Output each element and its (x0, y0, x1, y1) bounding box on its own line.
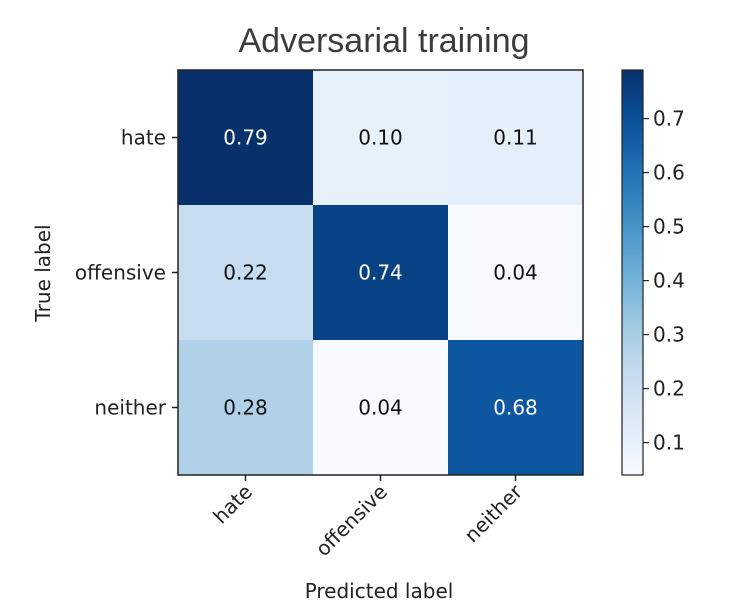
heatmap-cell-hate-hate (178, 70, 313, 205)
heatmap-cell-offensive-offensive (313, 205, 448, 340)
y-tick-labels: hate offensive neither (75, 126, 178, 420)
heatmap-cell-offensive-neither (448, 205, 583, 340)
chart-title: Adversarial training (238, 22, 529, 60)
x-axis-label: Predicted label (305, 579, 454, 603)
x-tick-label: hate (208, 480, 257, 529)
cell-value-label: 0.22 (223, 261, 268, 285)
cell-value-label: 0.74 (358, 261, 403, 285)
cell-value-label: 0.79 (223, 126, 268, 150)
heatmap-cells: 0.79 0.10 0.11 0.22 0.74 0.04 0.28 0.04 0.68 (177, 69, 584, 476)
x-tick-label: neither (459, 479, 527, 547)
colorbar-tick-label: 0.7 (653, 107, 685, 131)
heatmap-cell-hate-neither (448, 70, 583, 205)
colorbar-tick-label: 0.4 (653, 269, 685, 293)
colorbar-gradient (621, 69, 644, 476)
y-axis-label: True label (31, 224, 55, 322)
x-tick-label: offensive (311, 480, 392, 561)
colorbar-tick-label: 0.3 (653, 323, 685, 347)
colorbar: 0.1 0.2 0.3 0.4 0.5 0.6 0.7 (621, 69, 685, 476)
cell-value-label: 0.04 (358, 396, 403, 420)
colorbar-tick-label: 0.1 (653, 431, 685, 455)
cell-value-label: 0.28 (223, 396, 268, 420)
colorbar-tick-label: 0.5 (653, 215, 685, 239)
cell-value-label: 0.10 (358, 126, 403, 150)
cell-value-label: 0.04 (493, 261, 538, 285)
heatmap-cell-neither-offensive (313, 340, 448, 475)
heatmap-cell-neither-neither (448, 340, 583, 475)
cell-value-label: 0.11 (493, 126, 538, 150)
y-tick-label: neither (94, 396, 166, 420)
cell-value-label: 0.68 (493, 396, 538, 420)
heatmap-cell-offensive-hate (178, 205, 313, 340)
x-tick-labels: hate offensive neither (208, 475, 528, 561)
colorbar-tick-label: 0.2 (653, 377, 685, 401)
y-tick-label: hate (121, 126, 166, 150)
heatmap-cell-neither-hate (178, 340, 313, 475)
y-tick-label: offensive (75, 261, 166, 285)
colorbar-tick-label: 0.6 (653, 161, 685, 185)
heatmap-cell-hate-offensive (313, 70, 448, 205)
